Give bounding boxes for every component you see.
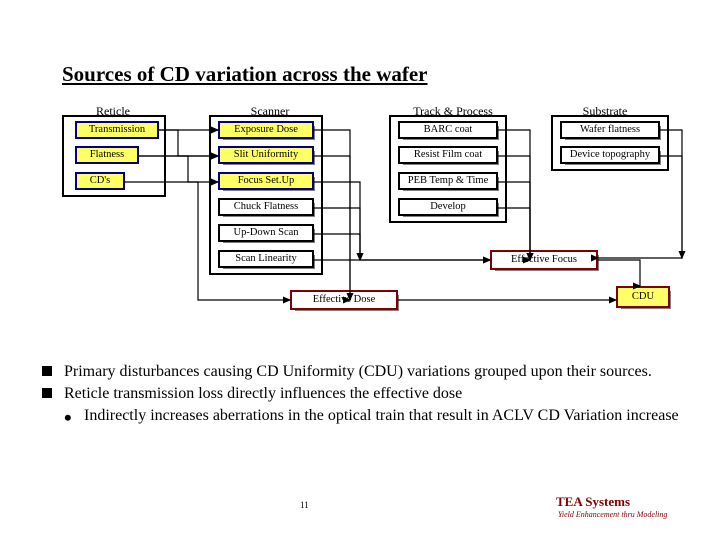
footer-brand: TEA Systems: [556, 494, 630, 510]
bullet-list: Primary disturbances causing CD Uniformi…: [42, 362, 682, 428]
column-header: Track & Process: [398, 104, 508, 119]
node-barc-coat: BARC coat: [398, 121, 498, 139]
bullet-item: Primary disturbances causing CD Uniformi…: [42, 362, 682, 382]
column-header: Substrate: [565, 104, 645, 119]
node-wafer-flatness: Wafer flatness: [560, 121, 660, 139]
node-effective-focus: Effective Focus: [490, 250, 598, 270]
node-develop: Develop: [398, 198, 498, 216]
node-scan-linearity: Scan Linearity: [218, 250, 314, 268]
column-header: Reticle: [78, 104, 148, 119]
page-number: 11: [300, 500, 309, 510]
node-resist-coat: Resist Film coat: [398, 146, 498, 164]
bullet-item: Indirectly increases aberrations in the …: [42, 406, 682, 426]
node-flatness: Flatness: [75, 146, 139, 164]
node-cds: CD's: [75, 172, 125, 190]
node-effective-dose: Effective Dose: [290, 290, 398, 310]
slide-title: Sources of CD variation across the wafer: [62, 62, 428, 87]
node-focus-setup: Focus Set.Up: [218, 172, 314, 190]
node-cdu: CDU: [616, 286, 670, 308]
column-header: Scanner: [235, 104, 305, 119]
bullet-item: Reticle transmission loss directly influ…: [42, 384, 682, 404]
node-updown-scan: Up-Down Scan: [218, 224, 314, 242]
node-slit-uniformity: Slit Uniformity: [218, 146, 314, 164]
footer-subtitle: Yield Enhancement thru Modeling: [558, 510, 667, 519]
node-chuck-flatness: Chuck Flatness: [218, 198, 314, 216]
node-device-topo: Device topography: [560, 146, 660, 164]
node-transmission: Transmission: [75, 121, 159, 139]
node-peb: PEB Temp & Time: [398, 172, 498, 190]
node-exposure-dose: Exposure Dose: [218, 121, 314, 139]
